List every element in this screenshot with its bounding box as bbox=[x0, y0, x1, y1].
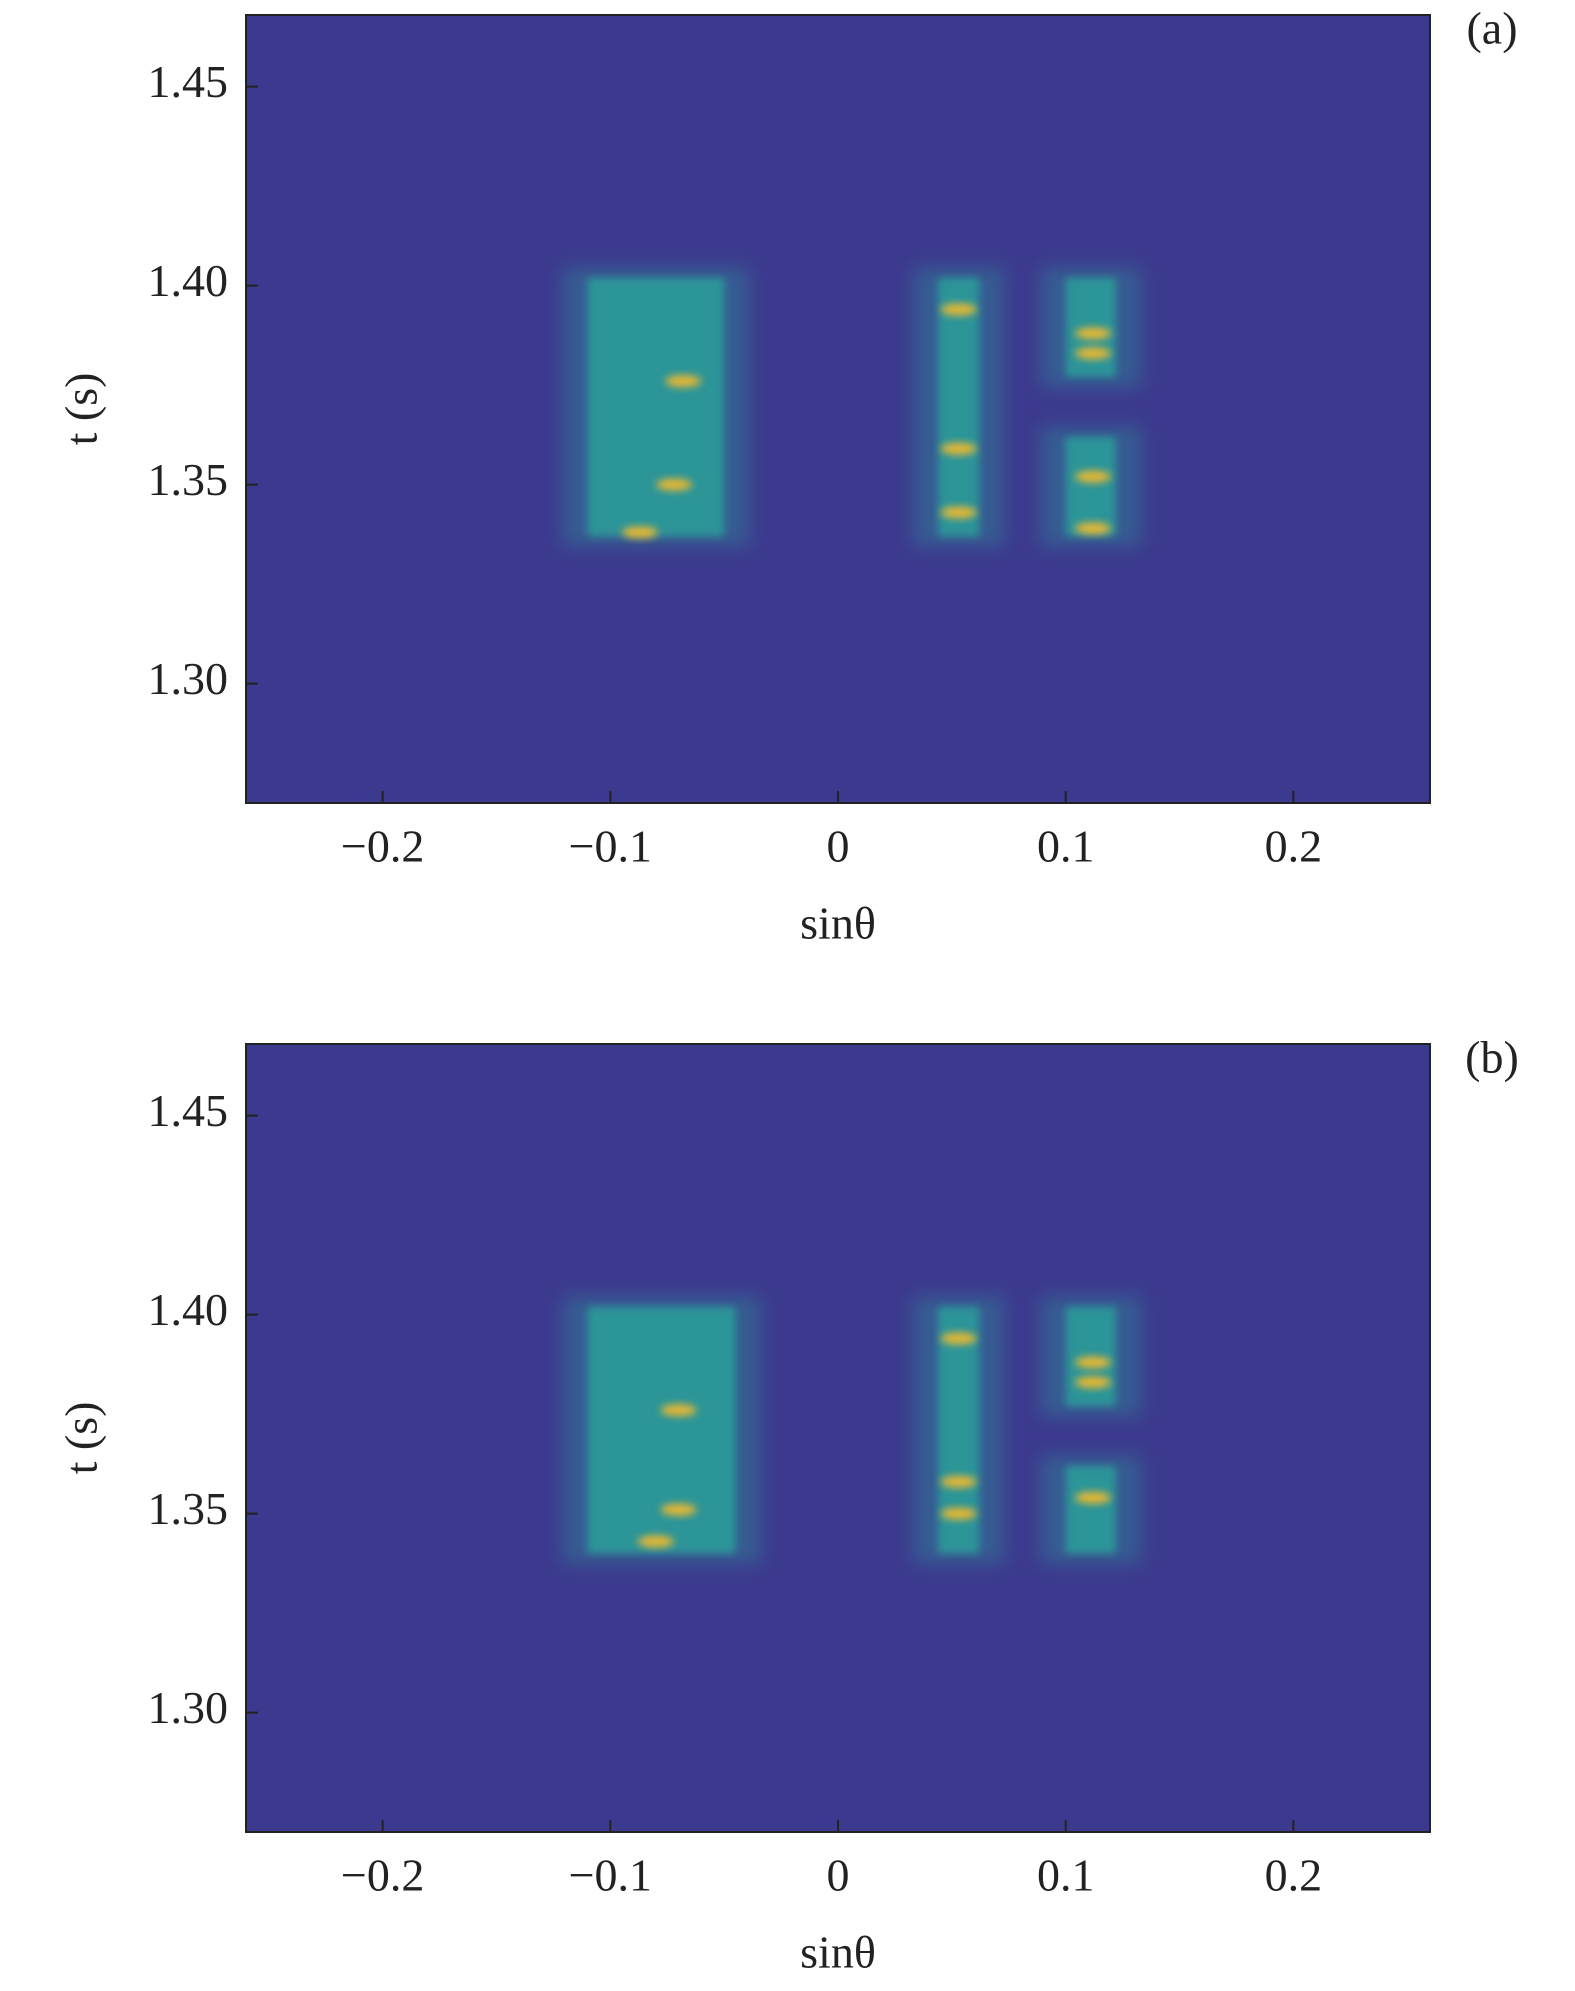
x-tick-label: 0 bbox=[827, 1850, 850, 1901]
x-tick-label: 0.1 bbox=[1037, 821, 1095, 872]
x-tick-label: −0.2 bbox=[341, 821, 424, 872]
hotspot bbox=[940, 303, 977, 316]
region bbox=[1065, 436, 1116, 537]
y-tick-label: 1.40 bbox=[148, 255, 229, 306]
region bbox=[587, 1306, 736, 1554]
y-tick-label: 1.30 bbox=[148, 653, 229, 704]
hotspot bbox=[1075, 1356, 1112, 1369]
hotspot bbox=[665, 375, 702, 388]
y-axis-label: t (s) bbox=[56, 1402, 107, 1475]
panel-label: (a) bbox=[1466, 3, 1517, 54]
hotspot bbox=[1075, 470, 1112, 483]
y-tick-label: 1.45 bbox=[148, 1085, 229, 1136]
region bbox=[938, 277, 980, 537]
region bbox=[1065, 1465, 1116, 1554]
x-tick-label: −0.1 bbox=[569, 821, 652, 872]
plot-background bbox=[246, 15, 1430, 803]
x-tick-label: −0.2 bbox=[341, 1850, 424, 1901]
hotspot bbox=[940, 1332, 977, 1345]
hotspot bbox=[940, 442, 977, 455]
hotspot bbox=[637, 1535, 674, 1548]
region bbox=[1065, 277, 1116, 378]
x-tick-label: −0.1 bbox=[569, 1850, 652, 1901]
x-tick-label: 0.2 bbox=[1265, 1850, 1323, 1901]
hotspot bbox=[621, 526, 658, 539]
heatmap-area bbox=[562, 267, 1141, 547]
panel-label: (b) bbox=[1465, 1032, 1519, 1083]
x-tick-label: 0.1 bbox=[1037, 1850, 1095, 1901]
x-tick-label: 0 bbox=[827, 821, 850, 872]
y-tick-label: 1.40 bbox=[148, 1284, 229, 1335]
hotspot bbox=[940, 1507, 977, 1520]
hotspot bbox=[940, 506, 977, 519]
x-axis-label: sinθ bbox=[800, 1927, 876, 1978]
hotspot bbox=[660, 1404, 697, 1417]
y-tick-label: 1.35 bbox=[148, 454, 229, 505]
y-axis-label: t (s) bbox=[56, 373, 107, 446]
region bbox=[587, 277, 725, 537]
hotspot bbox=[1075, 347, 1112, 360]
panel: −0.2 −0.1 0 0.1 0.2 1.45 1.40 1.35 1.30 sinθ t (s)… bbox=[56, 1032, 1519, 1978]
hotspot bbox=[656, 478, 693, 491]
hotspot bbox=[1075, 1376, 1112, 1389]
hotspot bbox=[660, 1503, 697, 1516]
y-tick-label: 1.30 bbox=[148, 1682, 229, 1733]
y-tick-label: 1.45 bbox=[148, 56, 229, 107]
panel: −0.2 −0.1 0 0.1 0.2 1.45 1.40 1.35 1.30 sinθ t (s)… bbox=[56, 3, 1518, 949]
hotspot bbox=[1075, 327, 1112, 340]
heatmap-area bbox=[562, 1296, 1141, 1564]
plot-background bbox=[246, 1044, 1430, 1832]
hotspot bbox=[940, 1475, 977, 1488]
y-tick-label: 1.35 bbox=[148, 1483, 229, 1534]
hotspot bbox=[1075, 1491, 1112, 1504]
x-tick-label: 0.2 bbox=[1265, 821, 1323, 872]
region bbox=[1065, 1306, 1116, 1407]
x-axis-label: sinθ bbox=[800, 898, 876, 949]
hotspot bbox=[1075, 522, 1112, 535]
